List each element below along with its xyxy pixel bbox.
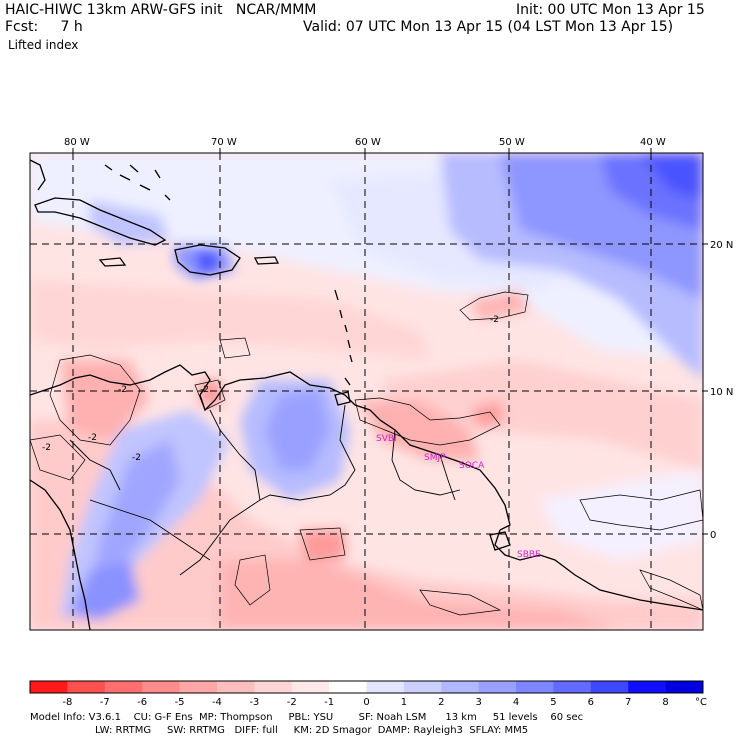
colorbar-label: -6 (137, 697, 147, 708)
minus2-contours (30, 291, 703, 616)
lon-label: 80 W (64, 137, 90, 148)
colorbar: -8 -7 -6 -5 -4 -3 -2 -1 0 1 2 3 4 5 6 7 8 (29, 680, 704, 708)
contour-label: -2 (200, 385, 209, 395)
contour-label: -2 (88, 433, 97, 443)
colorbar-label: 8 (662, 697, 668, 708)
colorbar-swatch (142, 681, 181, 693)
colorbar-swatch (254, 681, 293, 693)
colorbar-label: -2 (287, 697, 297, 708)
lon-label: 60 W (355, 137, 381, 148)
colorbar-label: 1 (401, 697, 407, 708)
contour-label: -2 (42, 443, 51, 453)
map-area: -2 -2 -2 -2 -2 -2 SVBI SMJP SOCA SBBE (30, 153, 703, 630)
contour-labels: -2 -2 -2 -2 -2 -2 (42, 315, 499, 463)
colorbar-label: 3 (475, 697, 481, 708)
field-shading (30, 153, 703, 630)
lon-label: 50 W (499, 137, 525, 148)
station-label: SMJP (424, 453, 446, 463)
colorbar-label: -4 (212, 697, 222, 708)
station-label: SVBI (376, 434, 397, 444)
colorbar-swatch (329, 681, 367, 693)
colorbar-swatch (104, 681, 143, 693)
colorbar-swatch (590, 681, 629, 693)
colorbar-swatch (179, 681, 218, 693)
init-time: Init: 00 UTC Mon 13 Apr 15 (516, 2, 705, 18)
colorbar-swatch (441, 681, 480, 693)
forecast-hour: Fcst: 7 h (5, 19, 83, 35)
lat-label: 20 N (710, 240, 733, 251)
colorbar-border (29, 680, 704, 694)
colorbar-label: -8 (62, 697, 72, 708)
colorbar-swatch (291, 681, 330, 693)
colorbar-swatch (478, 681, 517, 693)
field-name: Lifted index (8, 38, 79, 52)
colorbar-swatch (67, 681, 106, 693)
longitude-labels: 80 W 70 W 60 W 50 W 40 W (64, 137, 666, 148)
colorbar-label: 4 (513, 697, 519, 708)
colorbar-label: -3 (249, 697, 259, 708)
lon-label: 70 W (211, 137, 237, 148)
contour-label: -2 (132, 453, 141, 463)
latitude-labels: 20 N 10 N 0 (710, 240, 733, 541)
colorbar-label: 5 (550, 697, 556, 708)
coastlines (30, 159, 703, 630)
colorbar-swatch (216, 681, 255, 693)
colorbar-swatch (30, 681, 68, 693)
colorbar-swatch (553, 681, 592, 693)
colorbar-label: -5 (175, 697, 185, 708)
colorbar-swatch (366, 681, 405, 693)
model-info-line1: Model Info: V3.6.1 CU: G-F Ens MP: Thomp… (30, 712, 584, 723)
stations: SVBI SMJP SOCA SBBE (376, 434, 541, 560)
colorbar-label: -7 (100, 697, 110, 708)
colorbar-swatch (628, 681, 667, 693)
colorbar-label: 0 (363, 697, 369, 708)
lon-label: 40 W (640, 137, 666, 148)
model-info-line2: LW: RRTMG SW: RRTMG DIFF: full KM: 2D Sm… (95, 725, 529, 736)
station-label: SOCA (459, 461, 485, 471)
colorbar-label: 6 (588, 697, 594, 708)
contour-label: -2 (490, 315, 499, 325)
colorbar-swatch (403, 681, 442, 693)
lat-label: 10 N (710, 387, 733, 398)
colorbar-swatch (516, 681, 554, 693)
colorbar-label: -1 (324, 697, 334, 708)
graticule (30, 153, 703, 630)
ticks (72, 148, 708, 535)
station-label: SBBE (517, 550, 541, 560)
model-title: HAIC-HIWC 13km ARW-GFS init NCAR/MMM (5, 2, 317, 18)
colorbar-unit: °C (695, 697, 707, 708)
contour-label: -2 (118, 385, 127, 395)
lat-label: 0 (710, 530, 716, 541)
colorbar-label: 7 (625, 697, 631, 708)
valid-time: Valid: 07 UTC Mon 13 Apr 15 (04 LST Mon … (303, 19, 674, 35)
colorbar-swatch (665, 681, 704, 693)
colorbar-label: 2 (438, 697, 444, 708)
